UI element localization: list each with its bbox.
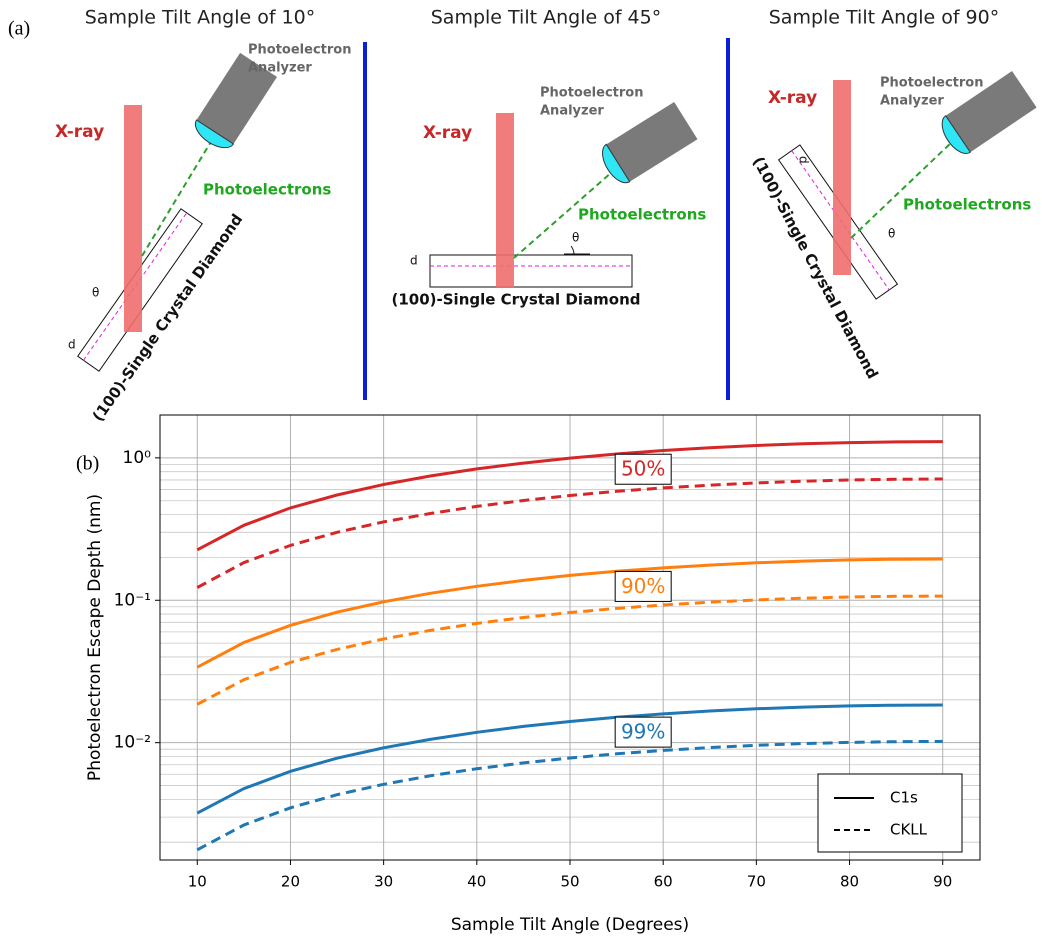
angle-mark — [564, 245, 590, 255]
theta-label: θ — [572, 231, 579, 245]
xray-beam — [833, 80, 851, 275]
analyzer-body — [945, 71, 1037, 153]
panel: Sample Tilt Angle of 45° X-ray Photoelec… — [392, 7, 707, 309]
analyzer-face — [941, 115, 971, 154]
photoelectron-path — [513, 171, 613, 259]
legend-label: CKLL — [890, 821, 928, 839]
photoelectron-path — [850, 140, 954, 239]
annotation: 90% — [621, 574, 665, 598]
chart: 10⁻² 10⁻¹ 10⁰ 10 20 30 40 50 60 70 80 90 Sample Tilt… — [85, 414, 981, 935]
analyzer-body — [196, 52, 278, 144]
y-axis-label: Photoelectron Escape Depth (nm) — [85, 494, 105, 781]
panel-title: Sample Tilt Angle of 45° — [431, 7, 662, 29]
panel: Sample Tilt Angle of 10° X-ray Photoelec… — [55, 7, 351, 425]
xray-label: X-ray — [55, 122, 104, 142]
x-tick-label: 80 — [840, 873, 859, 891]
data-line — [196, 477, 943, 589]
x-tick-label: 10 — [188, 873, 207, 891]
x-tick-label: 30 — [374, 873, 393, 891]
analyzer-body — [606, 101, 698, 182]
xray-beam — [496, 113, 514, 288]
data-line — [196, 739, 943, 852]
photoelectrons-label: Photoelectrons — [903, 196, 1031, 214]
theta-label: θ — [888, 227, 895, 241]
x-tick-label: 60 — [654, 873, 673, 891]
d-label: d — [797, 156, 811, 164]
annotation: 50% — [621, 457, 665, 481]
x-tick-label: 70 — [747, 873, 766, 891]
analyzer-face — [194, 119, 235, 149]
d-label: d — [410, 254, 418, 268]
x-axis-label: Sample Tilt Angle (Degrees) — [451, 915, 689, 935]
analyzer-label: Photoelectron — [880, 76, 983, 91]
photoelectrons-label: Photoelectrons — [203, 181, 331, 199]
crystal-label: (100)-Single Crystal Diamond — [392, 291, 641, 309]
xray-label: X-ray — [423, 123, 472, 143]
panel-label: (a) — [8, 18, 30, 40]
panel: Sample Tilt Angle of 90° X-ray Photoelec… — [749, 7, 1037, 382]
data-line — [196, 703, 943, 815]
data-line — [196, 440, 943, 552]
analyzer-label: Analyzer — [248, 61, 312, 76]
analyzer-label: Analyzer — [540, 104, 604, 119]
annotation-box — [614, 570, 672, 602]
panel-title: Sample Tilt Angle of 10° — [85, 7, 316, 29]
d-label: d — [68, 338, 76, 352]
depth-line — [83, 212, 188, 361]
annotation-box — [614, 716, 672, 748]
analyzer-label: Analyzer — [880, 94, 944, 109]
data-line — [196, 594, 943, 706]
analyzer — [194, 52, 278, 149]
crystal-body — [429, 254, 633, 288]
x-tick-label: 90 — [933, 873, 952, 891]
x-tick-label: 40 — [467, 873, 486, 891]
y-tick-label: 10⁻² — [114, 733, 151, 753]
analyzer — [941, 71, 1037, 154]
xray-beam — [124, 105, 142, 332]
x-tick-label: 20 — [281, 873, 300, 891]
analyzer-label: Photoelectron — [540, 86, 643, 101]
analyzer — [602, 101, 698, 184]
annotation: 99% — [621, 720, 665, 744]
y-tick-label: 10⁻¹ — [114, 590, 151, 610]
panel-title: Sample Tilt Angle of 90° — [769, 7, 1000, 29]
xray-label: X-ray — [768, 88, 817, 108]
analyzer-label: Photoelectron — [248, 43, 351, 58]
photoelectron-path — [141, 139, 213, 257]
annotation-box — [614, 453, 672, 485]
analyzer-face — [602, 143, 631, 184]
x-tick-label: 50 — [560, 873, 579, 891]
legend-box — [817, 773, 963, 853]
theta-label: θ — [92, 286, 99, 300]
photoelectrons-label: Photoelectrons — [578, 206, 706, 224]
plot-frame — [159, 414, 981, 861]
y-tick-label: 10⁰ — [123, 448, 152, 468]
data-line — [196, 557, 943, 669]
panel-label: (b) — [76, 453, 99, 475]
legend-label: C1s — [890, 789, 918, 807]
